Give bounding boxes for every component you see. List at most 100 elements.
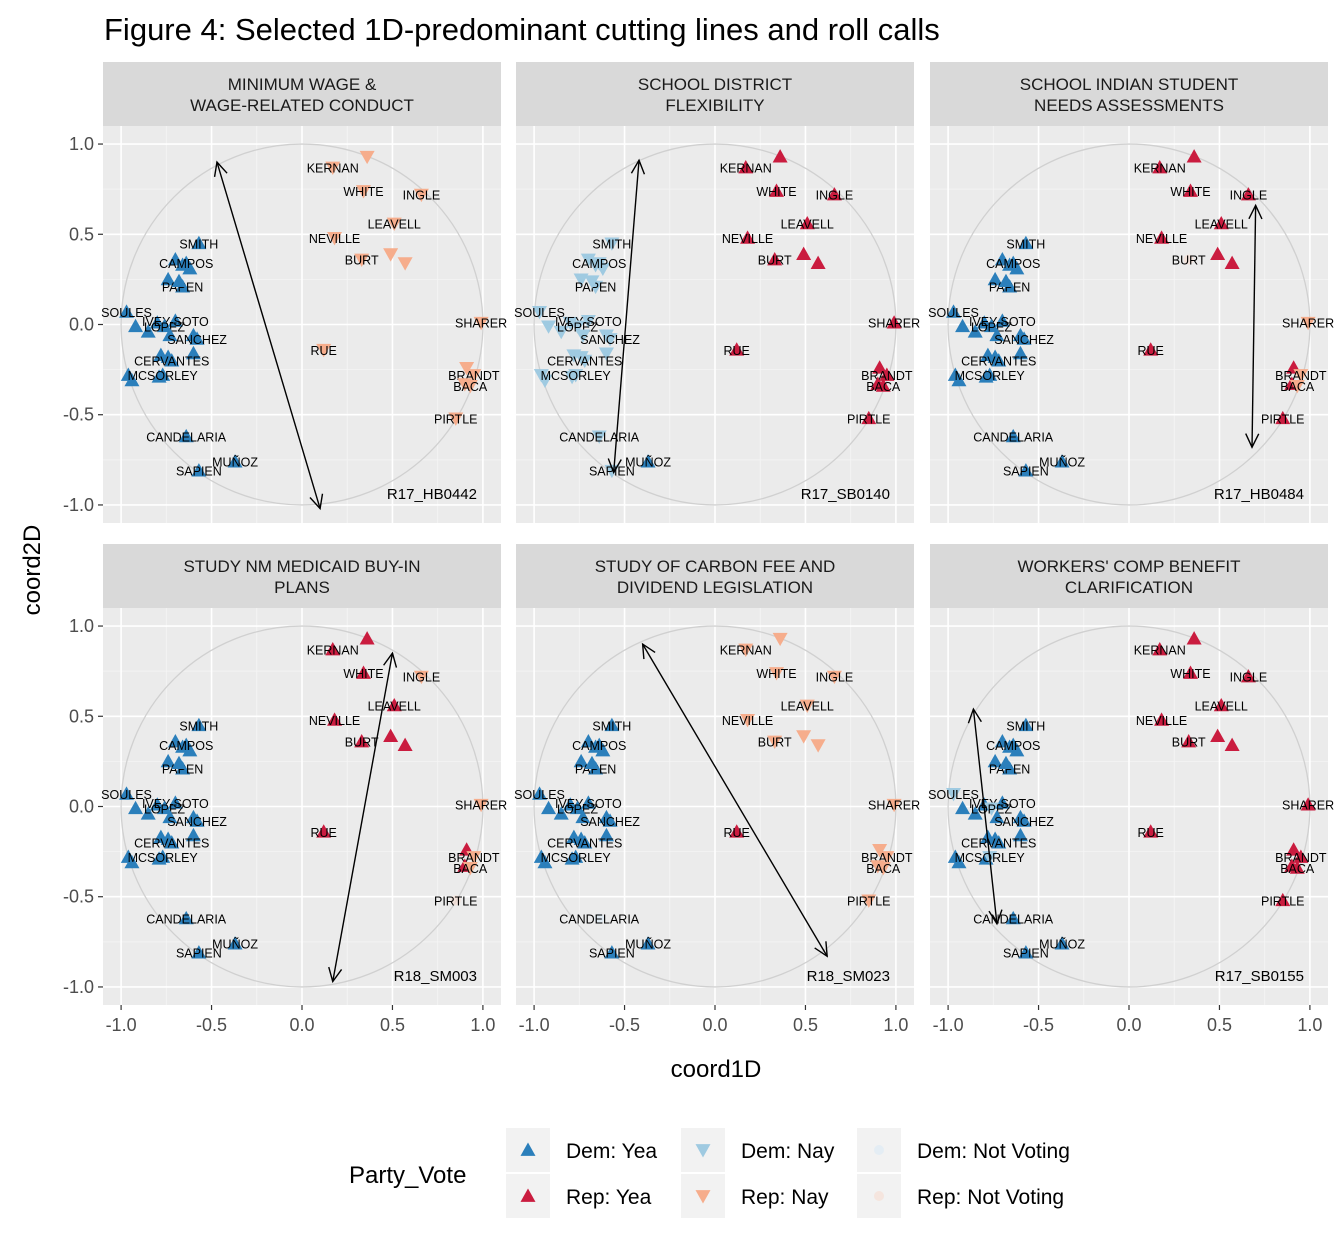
point-member [1224, 737, 1240, 751]
point-label: SAPIEN [589, 465, 635, 479]
point-label: RUE [724, 826, 750, 840]
point-sanchez [1016, 813, 1032, 827]
point-ingle [413, 670, 429, 685]
point-label: KERNAN [1134, 644, 1186, 658]
point-label: CERVANTES [961, 837, 1036, 851]
legend-item-dx: Dem: Not Voting [857, 1128, 1070, 1172]
point-label: MCSORLEY [955, 369, 1026, 383]
point-mcsorley [982, 367, 998, 381]
cutting-line-arrowhead [967, 707, 982, 724]
point-neville [740, 714, 756, 728]
panel-2: SCHOOL DISTRICT FLEXIBILITY SMITH CAMPOS PAP… [514, 62, 920, 523]
point-member [162, 327, 178, 342]
point-label: BACA [453, 862, 488, 876]
point-sharer [1300, 797, 1316, 811]
point-label: PAPEN [162, 763, 203, 777]
point-member [989, 327, 1005, 342]
point-sapien [604, 945, 620, 959]
point-member [796, 246, 812, 260]
point-member [537, 374, 553, 388]
point-ivey-soto [994, 795, 1010, 809]
point-label: BURT [758, 736, 792, 750]
x-tick-label: -0.5 [196, 1015, 227, 1035]
point-label: WHITE [756, 667, 796, 681]
point-soules [119, 786, 135, 800]
point-cervantes [577, 354, 593, 369]
cutting-line [1251, 205, 1257, 448]
point-sharer [886, 315, 902, 329]
point-label: RUE [1138, 344, 1164, 358]
point-label: CANDELARIA [146, 912, 227, 926]
point-label: SAPIEN [176, 947, 222, 961]
point-label: CAMPOS [572, 739, 626, 753]
point-label: BRANDT [1275, 369, 1327, 383]
point-burt [354, 253, 370, 268]
panel-title-line1: SCHOOL DISTRICT [638, 75, 792, 94]
point-sanchez [189, 813, 205, 827]
legend: Party_Vote Dem: Yea Rep: Yea Dem: Nay Rep: … [349, 1128, 1070, 1218]
panel-4: STUDY NM MEDICAID BUY-IN PLANS SMITH CAMPOS… [63, 544, 507, 1035]
point-ingle [1240, 187, 1256, 201]
point-leavell [1213, 215, 1229, 230]
x-tick-label: 1.0 [470, 1015, 495, 1035]
point-pirtle [1275, 410, 1291, 425]
point-sapien [191, 463, 207, 477]
point-candelaria [1005, 910, 1021, 925]
point-label: CANDELARIA [559, 912, 640, 926]
point-white [769, 667, 785, 681]
point-member [1186, 149, 1202, 163]
point-lopez [570, 800, 586, 815]
point-baca [462, 380, 478, 394]
point-lopez [570, 320, 586, 334]
point-label: CERVANTES [961, 355, 1036, 369]
point-member [359, 631, 375, 645]
y-tick-label: 1.0 [69, 616, 94, 636]
y-tick-label: -0.5 [63, 405, 94, 425]
point-label: IVEY-SOTO [969, 797, 1036, 811]
point-neville [327, 232, 343, 246]
point-leavell [799, 215, 815, 230]
point-kernan [738, 643, 754, 658]
point-neville [740, 230, 756, 244]
point-pirtle [861, 894, 877, 908]
point-label: KERNAN [307, 162, 359, 176]
point-label: CERVANTES [134, 837, 209, 851]
point-soules [119, 304, 135, 318]
point-member [575, 809, 591, 824]
point-member [537, 854, 553, 869]
point-label: SANCHEZ [994, 815, 1054, 829]
point-label: MUÑOZ [212, 938, 258, 952]
point-member [459, 361, 475, 376]
point-member [584, 755, 600, 770]
point-member [359, 150, 375, 165]
point-smith [191, 235, 207, 250]
point-label: MUÑOZ [625, 938, 671, 952]
point-label: NEVILLE [722, 232, 773, 246]
panel-strip [103, 544, 501, 608]
point-label: SANCHEZ [994, 333, 1054, 347]
point-burt [767, 252, 783, 266]
point-member [128, 318, 144, 333]
point-label: LEAVELL [1195, 217, 1248, 231]
point-baca [875, 378, 891, 392]
point-label: CAMPOS [572, 257, 626, 271]
point-ivey-soto [167, 795, 183, 809]
point-member [872, 843, 888, 858]
panel-strip [103, 62, 501, 126]
point-neville [1154, 712, 1170, 726]
y-tick-label: 0.0 [69, 315, 94, 335]
point-lopez [984, 318, 1000, 333]
point-member [994, 734, 1010, 748]
legend-label: Dem: Not Voting [917, 1140, 1070, 1163]
point-label: INGLE [403, 671, 441, 685]
legend-item-dy: Dem: Yea [506, 1128, 657, 1172]
point-member [562, 316, 578, 331]
x-tick-label: 0.5 [793, 1015, 818, 1035]
cutting-line-arrowhead [607, 458, 622, 475]
point-sanchez [1016, 331, 1032, 345]
panel-title-line1: SCHOOL INDIAN STUDENT [1020, 75, 1239, 94]
point-soules [946, 304, 962, 318]
point-label: INGLE [1230, 671, 1268, 685]
point-label: IVEY-SOTO [142, 315, 209, 329]
point-label: SOULES [928, 788, 979, 802]
